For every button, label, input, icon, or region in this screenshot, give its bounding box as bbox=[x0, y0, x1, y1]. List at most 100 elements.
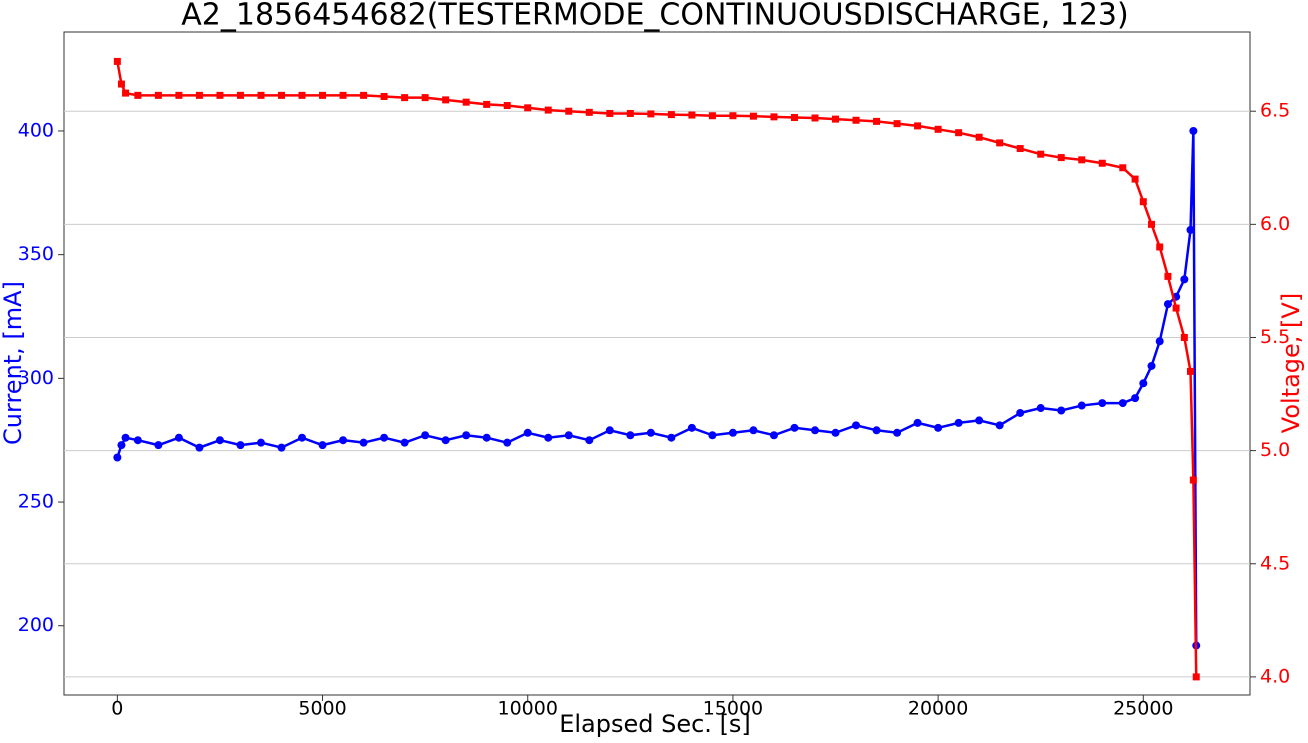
y-tick-label: 400 bbox=[18, 119, 54, 141]
data-point bbox=[893, 120, 901, 128]
data-point bbox=[565, 107, 573, 115]
data-point bbox=[955, 129, 963, 137]
data-point bbox=[400, 438, 409, 447]
data-point bbox=[524, 104, 532, 112]
data-point bbox=[174, 433, 183, 442]
data-point bbox=[421, 94, 429, 102]
chart-title: A2_1856454682(TESTERMODE_CONTINUOUSDISCH… bbox=[181, 0, 1128, 33]
data-point bbox=[483, 100, 491, 108]
x-tick-label: 10000 bbox=[498, 698, 558, 720]
data-point bbox=[298, 433, 307, 442]
data-point bbox=[873, 117, 881, 125]
data-point bbox=[421, 431, 430, 440]
data-point bbox=[1057, 154, 1065, 162]
data-point bbox=[441, 436, 450, 445]
data-point bbox=[442, 96, 450, 104]
data-point bbox=[626, 109, 634, 117]
data-point bbox=[256, 438, 265, 447]
data-point bbox=[1139, 198, 1147, 206]
data-point bbox=[728, 428, 737, 437]
y2-tick-label: 4.5 bbox=[1260, 552, 1290, 574]
x-tick-label: 0 bbox=[111, 698, 123, 720]
data-point bbox=[1148, 220, 1156, 228]
data-point bbox=[1180, 333, 1188, 341]
data-point bbox=[503, 102, 511, 110]
data-point bbox=[482, 433, 491, 442]
data-point bbox=[195, 443, 204, 452]
data-point bbox=[121, 433, 130, 442]
data-point bbox=[175, 91, 183, 99]
data-point bbox=[810, 426, 819, 435]
data-point bbox=[606, 109, 614, 117]
data-point bbox=[503, 438, 512, 447]
data-point bbox=[872, 426, 881, 435]
y2-tick-label: 4.0 bbox=[1260, 665, 1290, 687]
data-point bbox=[236, 91, 244, 99]
y2-tick-label: 6.0 bbox=[1260, 213, 1290, 235]
data-point bbox=[133, 436, 142, 445]
data-point bbox=[544, 433, 553, 442]
data-point bbox=[1131, 394, 1140, 403]
y2-axis-label: Voltage, [V] bbox=[1277, 293, 1305, 433]
data-point bbox=[1118, 399, 1127, 408]
data-point bbox=[122, 89, 130, 97]
data-point bbox=[544, 106, 552, 114]
data-point bbox=[1098, 159, 1106, 167]
y2-tick-label: 6.5 bbox=[1260, 100, 1290, 122]
data-point bbox=[585, 108, 593, 116]
data-point bbox=[1037, 150, 1045, 158]
x-tick-label: 5000 bbox=[298, 698, 346, 720]
data-point bbox=[770, 113, 778, 121]
data-point bbox=[790, 423, 799, 432]
data-point bbox=[257, 91, 265, 99]
data-point bbox=[318, 441, 327, 450]
data-point bbox=[1036, 404, 1045, 413]
data-point bbox=[278, 91, 286, 99]
data-point bbox=[380, 92, 388, 100]
data-point bbox=[462, 431, 471, 440]
data-point bbox=[1172, 304, 1180, 312]
data-point bbox=[667, 433, 676, 442]
data-point bbox=[1098, 399, 1107, 408]
data-point bbox=[1016, 408, 1025, 417]
data-point bbox=[401, 94, 409, 102]
series-line bbox=[116, 61, 1198, 677]
data-point bbox=[117, 80, 125, 88]
data-point bbox=[360, 91, 368, 99]
data-point bbox=[646, 428, 655, 437]
y-tick-label: 200 bbox=[18, 614, 54, 636]
data-point bbox=[605, 426, 614, 435]
data-point bbox=[749, 426, 758, 435]
data-point bbox=[934, 125, 942, 133]
data-point bbox=[462, 98, 470, 106]
data-point bbox=[1016, 145, 1024, 153]
data-point bbox=[975, 133, 983, 141]
data-point bbox=[1186, 367, 1194, 375]
data-point bbox=[811, 114, 819, 122]
data-point bbox=[852, 421, 861, 430]
data-point bbox=[667, 111, 675, 119]
data-point bbox=[832, 115, 840, 123]
data-point bbox=[688, 111, 696, 119]
series-line bbox=[116, 130, 1198, 646]
data-point bbox=[626, 431, 635, 440]
data-point bbox=[215, 436, 224, 445]
data-point bbox=[154, 441, 163, 450]
data-point bbox=[1139, 379, 1148, 388]
data-point bbox=[1078, 156, 1086, 164]
data-point bbox=[1192, 673, 1200, 681]
data-point bbox=[216, 91, 224, 99]
data-point bbox=[117, 441, 126, 450]
data-point bbox=[319, 91, 327, 99]
data-point bbox=[359, 438, 368, 447]
data-point bbox=[1155, 337, 1164, 346]
data-point bbox=[113, 453, 122, 462]
plot-frame bbox=[63, 31, 1251, 696]
data-point bbox=[790, 114, 798, 122]
data-point bbox=[647, 110, 655, 118]
data-point bbox=[1164, 272, 1172, 280]
y2-tick-label: 5.5 bbox=[1260, 326, 1290, 348]
data-point bbox=[934, 423, 943, 432]
data-point bbox=[523, 428, 532, 437]
